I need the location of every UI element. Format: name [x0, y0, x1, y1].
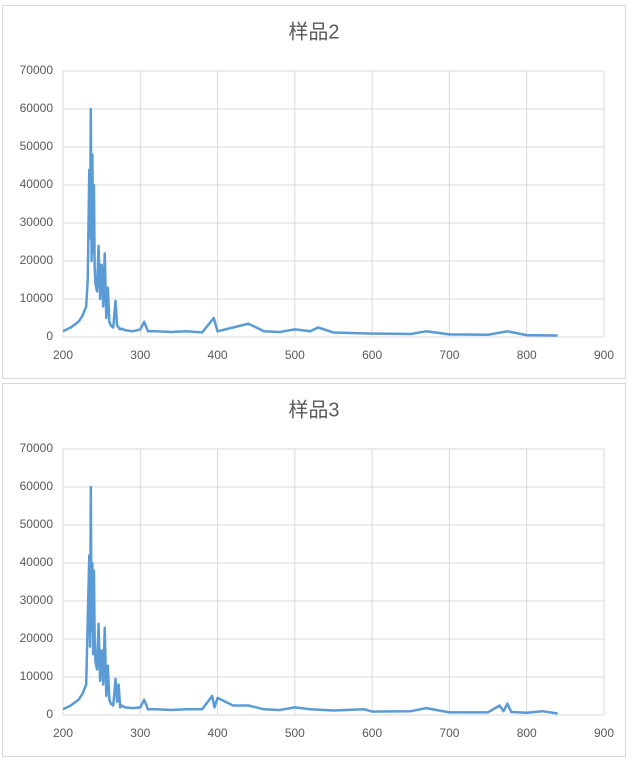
- y-tick-label: 20000: [20, 253, 54, 267]
- x-tick-label: 300: [130, 726, 150, 740]
- y-tick-label: 30000: [20, 215, 54, 229]
- chart-title: 样品3: [288, 398, 339, 421]
- x-tick-label: 600: [362, 726, 382, 740]
- y-tick-label: 10000: [20, 291, 54, 305]
- x-tick-label: 300: [130, 348, 150, 362]
- chart-frame: [2, 383, 626, 757]
- x-tick-label: 900: [594, 348, 614, 362]
- x-tick-label: 700: [439, 348, 459, 362]
- x-tick-label: 800: [517, 348, 537, 362]
- x-tick-label: 400: [208, 348, 228, 362]
- y-tick-label: 40000: [20, 177, 54, 191]
- x-tick-label: 700: [439, 726, 459, 740]
- x-tick-label: 900: [594, 726, 614, 740]
- y-tick-label: 10000: [20, 669, 54, 683]
- y-tick-label: 0: [46, 329, 53, 343]
- x-tick-label: 200: [53, 348, 73, 362]
- y-tick-label: 50000: [20, 139, 54, 153]
- x-tick-label: 400: [208, 726, 228, 740]
- y-tick-label: 30000: [20, 593, 54, 607]
- x-tick-label: 800: [517, 726, 537, 740]
- data-line: [62, 485, 558, 715]
- x-tick-label: 600: [362, 348, 382, 362]
- data-line: [62, 107, 558, 337]
- y-tick-label: 70000: [20, 441, 54, 455]
- y-tick-label: 60000: [20, 479, 54, 493]
- y-tick-label: 70000: [20, 63, 54, 77]
- x-tick-label: 200: [53, 726, 73, 740]
- y-tick-label: 50000: [20, 517, 54, 531]
- x-tick-label: 500: [285, 726, 305, 740]
- y-tick-label: 0: [46, 707, 53, 721]
- y-tick-label: 40000: [20, 555, 54, 569]
- y-tick-label: 60000: [20, 101, 54, 115]
- y-tick-label: 20000: [20, 631, 54, 645]
- chart-frame: [2, 5, 626, 379]
- x-tick-label: 500: [285, 348, 305, 362]
- chart-title: 样品2: [288, 20, 339, 43]
